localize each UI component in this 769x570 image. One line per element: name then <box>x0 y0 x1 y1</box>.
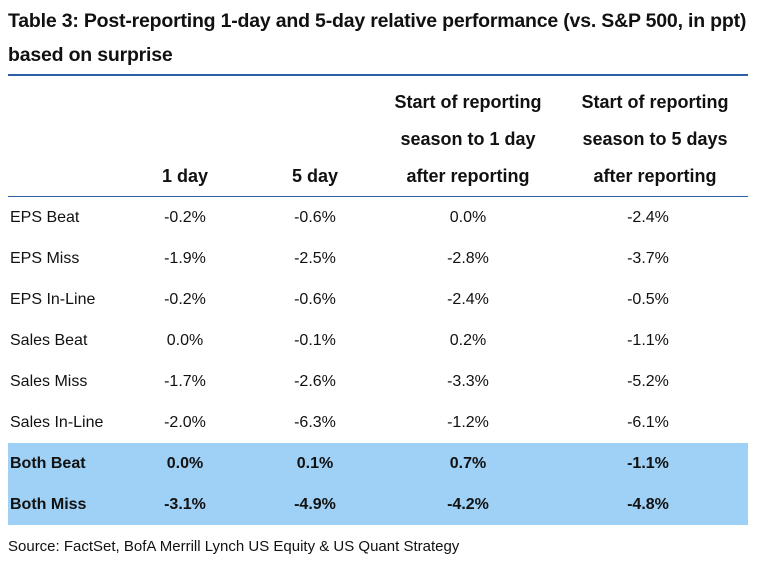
cell-1-day: -1.7% <box>164 373 206 390</box>
column-header-line: season to 1 day <box>400 129 536 149</box>
title-divider <box>8 74 748 76</box>
cell-start-to-5-days: -0.5% <box>627 291 669 308</box>
cell-start-to-5-days: -2.4% <box>627 209 669 226</box>
cell-start-to-5-days: -3.7% <box>627 250 669 267</box>
column-header-line: after reporting <box>593 166 717 186</box>
row-label: EPS In-Line <box>10 291 96 308</box>
cell-5-day: -2.6% <box>294 373 336 390</box>
column-header-5-day: 5 day <box>291 166 339 186</box>
column-header-line: Start of reporting <box>394 92 542 112</box>
cell-start-to-5-days: -1.1% <box>627 455 669 472</box>
cell-5-day: -6.3% <box>294 414 336 431</box>
column-header-line: after reporting <box>406 166 530 186</box>
source-note: Source: FactSet, BofA Merrill Lynch US E… <box>8 538 460 555</box>
cell-start-to-1-day: -2.4% <box>447 291 489 308</box>
cell-5-day: -4.9% <box>294 496 336 513</box>
cell-5-day: -2.5% <box>294 250 336 267</box>
cell-1-day: -2.0% <box>164 414 206 431</box>
cell-start-to-5-days: -5.2% <box>627 373 669 390</box>
cell-start-to-1-day: -3.3% <box>447 373 489 390</box>
cell-start-to-5-days: -6.1% <box>627 414 669 431</box>
cell-start-to-5-days: -1.1% <box>627 332 669 349</box>
row-label: EPS Miss <box>10 250 80 267</box>
cell-start-to-1-day: -4.2% <box>447 496 489 513</box>
table-row-both-miss: Both Miss -3.1% -4.9% -4.2% -4.8% <box>8 484 748 525</box>
table-row-eps-miss: EPS Miss -1.9% -2.5% -2.8% -3.7% <box>8 238 748 279</box>
table-row-sales-in-line: Sales In-Line -2.0% -6.3% -1.2% -6.1% <box>8 402 748 443</box>
row-label: Sales Miss <box>10 373 88 390</box>
column-header-line: season to 5 days <box>582 129 728 149</box>
table-row-eps-beat: EPS Beat -0.2% -0.6% 0.0% -2.4% <box>8 197 748 238</box>
cell-1-day: -0.2% <box>164 209 206 226</box>
table-row-sales-beat: Sales Beat 0.0% -0.1% 0.2% -1.1% <box>8 320 748 361</box>
cell-5-day: 0.1% <box>296 455 334 472</box>
cell-start-to-1-day: -1.2% <box>447 414 489 431</box>
cell-5-day: -0.1% <box>294 332 336 349</box>
table-title: Table 3: Post-reporting 1-day and 5-day … <box>8 10 747 66</box>
cell-1-day: 0.0% <box>166 332 204 349</box>
row-label: Both Miss <box>10 496 87 513</box>
cell-start-to-1-day: -2.8% <box>447 250 489 267</box>
cell-5-day: -0.6% <box>294 291 336 308</box>
header-divider <box>8 196 748 197</box>
row-label: Both Beat <box>10 455 86 472</box>
cell-1-day: -3.1% <box>164 496 206 513</box>
row-label: Sales In-Line <box>10 414 104 431</box>
cell-start-to-1-day: 0.0% <box>449 209 487 226</box>
cell-5-day: -0.6% <box>294 209 336 226</box>
column-header-1-day: 1 day <box>161 166 209 186</box>
cell-1-day: -0.2% <box>164 291 206 308</box>
cell-start-to-1-day: 0.7% <box>449 455 487 472</box>
cell-start-to-1-day: 0.2% <box>449 332 487 349</box>
row-label: Sales Beat <box>10 332 88 349</box>
cell-1-day: -1.9% <box>164 250 206 267</box>
table-row-both-beat: Both Beat 0.0% 0.1% 0.7% -1.1% <box>8 443 748 484</box>
row-label: EPS Beat <box>10 209 80 226</box>
cell-start-to-5-days: -4.8% <box>627 496 669 513</box>
column-header-line: Start of reporting <box>581 92 729 112</box>
cell-1-day: 0.0% <box>166 455 204 472</box>
table-row-eps-in-line: EPS In-Line -0.2% -0.6% -2.4% -0.5% <box>8 279 748 320</box>
table-row-sales-miss: Sales Miss -1.7% -2.6% -3.3% -5.2% <box>8 361 748 402</box>
